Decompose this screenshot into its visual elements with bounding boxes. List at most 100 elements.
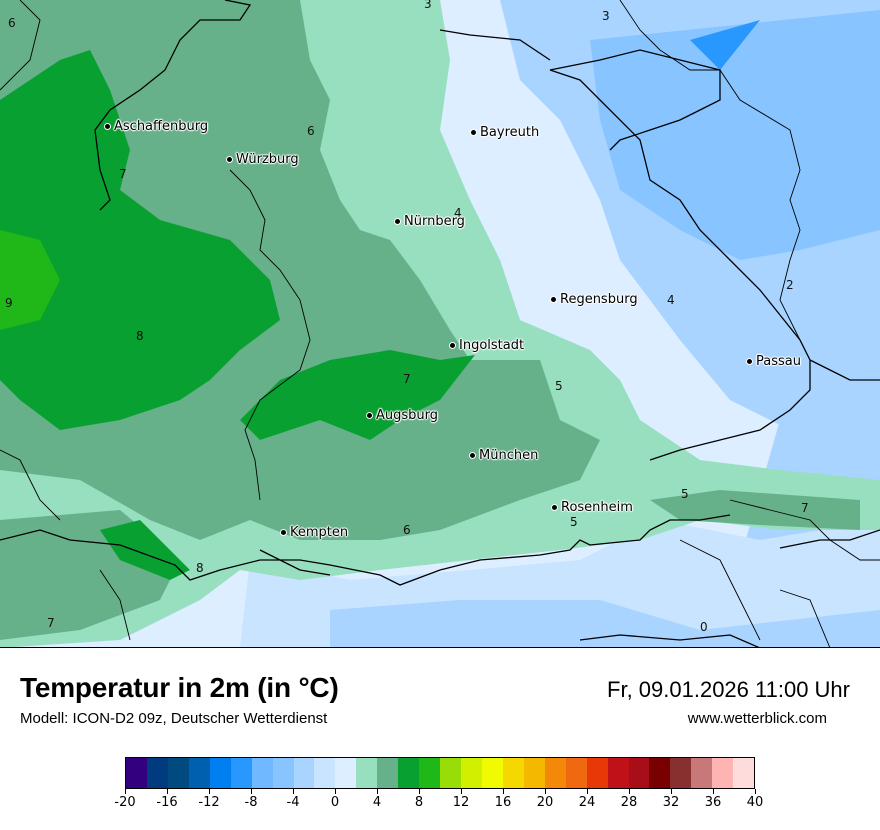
city-label: Aschaffenburg — [114, 119, 209, 134]
city-label: Regensburg — [560, 292, 638, 307]
colorbar-segment — [146, 758, 168, 788]
city-marker: Augsburg — [366, 408, 438, 423]
city-dot-icon — [104, 123, 111, 130]
colorbar-tick — [125, 789, 126, 794]
isotherm-label: 6 — [8, 16, 16, 30]
city-dot-icon — [226, 156, 233, 163]
colorbar-tick-label: 28 — [620, 795, 638, 810]
city-marker: Rosenheim — [551, 500, 633, 515]
colorbar-tick-label: 12 — [452, 795, 470, 810]
isotherm-label: 5 — [555, 379, 563, 393]
colorbar-tick-label: 4 — [372, 795, 382, 810]
city-dot-icon — [366, 412, 373, 419]
isotherm-label: 3 — [602, 9, 610, 23]
colorbar-segment — [733, 758, 755, 788]
colorbar-tick-label: 36 — [704, 795, 722, 810]
colorbar-tick-label: -4 — [286, 795, 300, 810]
colorbar-segment — [167, 758, 189, 788]
city-marker: Kempten — [280, 525, 348, 540]
temperature-map: 6 3 3 6 7 4 9 8 4 2 7 5 5 7 5 6 8 7 0 Aschaffenburg Würzbur… — [0, 0, 880, 648]
isotherm-label: 6 — [307, 124, 315, 138]
colorbar-tick — [545, 789, 546, 794]
city-dot-icon — [394, 218, 401, 225]
colorbar-segment — [586, 758, 608, 788]
colorbar-segment — [649, 758, 671, 788]
colorbar-segment — [544, 758, 566, 788]
city-marker: München — [469, 448, 538, 463]
isotherm-label: 0 — [700, 620, 708, 634]
colorbar-tick — [335, 789, 336, 794]
colorbar-tick-label: 16 — [494, 795, 512, 810]
city-label: München — [479, 448, 539, 463]
colorbar-segment — [565, 758, 587, 788]
city-dot-icon — [746, 358, 753, 365]
colorbar-segment — [628, 758, 650, 788]
colorbar-segment — [461, 758, 482, 788]
isotherm-label: 4 — [667, 293, 675, 307]
colorbar-tick-label: 24 — [578, 795, 596, 810]
colorbar-tick — [209, 789, 210, 794]
colorbar-tick-label: -8 — [244, 795, 258, 810]
city-label: Rosenheim — [561, 500, 633, 515]
city-marker: Aschaffenburg — [104, 119, 208, 134]
city-marker: Regensburg — [550, 292, 638, 307]
city-label: Würzburg — [236, 152, 299, 167]
city-dot-icon — [449, 342, 456, 349]
city-label: Kempten — [290, 525, 349, 540]
city-dot-icon — [551, 504, 558, 511]
colorbar-segment — [188, 758, 210, 788]
colorbar-segment — [670, 758, 692, 788]
colorbar-tick-label: 20 — [536, 795, 554, 810]
colorbar-tick — [419, 789, 420, 794]
city-marker: Nürnberg — [394, 214, 465, 229]
city-dot-icon — [470, 129, 477, 136]
colorbar-segment — [691, 758, 713, 788]
colorbar-segment — [523, 758, 545, 788]
city-label: Nürnberg — [404, 214, 465, 229]
city-label: Bayreuth — [480, 125, 540, 140]
city-label: Augsburg — [376, 408, 439, 423]
colorbar-segment — [335, 758, 357, 788]
website-link[interactable]: www.wetterblick.com — [687, 710, 827, 727]
colorbar-tick — [251, 789, 252, 794]
colorbar-segment — [230, 758, 252, 788]
colorbar-segment — [502, 758, 524, 788]
colorbar-tick — [293, 789, 294, 794]
isotherm-label: 4 — [454, 206, 462, 220]
city-label: Passau — [756, 354, 801, 369]
city-label: Ingolstadt — [459, 338, 525, 353]
colorbar-segment — [481, 758, 503, 788]
colorbar-segment — [126, 758, 147, 788]
colorbar-segment — [440, 758, 461, 788]
colorbar-segment — [272, 758, 294, 788]
colorbar-segment — [398, 758, 420, 788]
city-marker: Ingolstadt — [449, 338, 524, 353]
city-marker: Bayreuth — [470, 125, 539, 140]
isotherm-label: 2 — [786, 278, 794, 292]
colorbar-tick — [377, 789, 378, 794]
colorbar-tick — [713, 789, 714, 794]
map-raster — [0, 0, 880, 647]
colorbar-segment — [356, 758, 378, 788]
isotherm-label: 7 — [403, 372, 411, 386]
city-marker: Passau — [746, 354, 801, 369]
colorbar-tick — [587, 789, 588, 794]
colorbar-tick-label: 32 — [662, 795, 680, 810]
colorbar-segment — [209, 758, 231, 788]
colorbar-segment — [251, 758, 273, 788]
isotherm-label: 6 — [403, 523, 411, 537]
isotherm-label: 3 — [424, 0, 432, 11]
colorbar-tick-label: 40 — [746, 795, 764, 810]
colorbar-tick-label: 8 — [414, 795, 424, 810]
colorbar-tick-label: -16 — [156, 795, 178, 810]
isotherm-label: 8 — [196, 561, 204, 575]
isotherm-label: 7 — [119, 167, 127, 181]
city-marker: Würzburg — [226, 152, 299, 167]
isotherm-label: 7 — [47, 616, 55, 630]
isotherm-label: 9 — [5, 296, 13, 310]
colorbar-tick — [167, 789, 168, 794]
colorbar-segment — [377, 758, 399, 788]
city-dot-icon — [469, 452, 476, 459]
isotherm-label: 8 — [136, 329, 144, 343]
colorbar-tick — [671, 789, 672, 794]
